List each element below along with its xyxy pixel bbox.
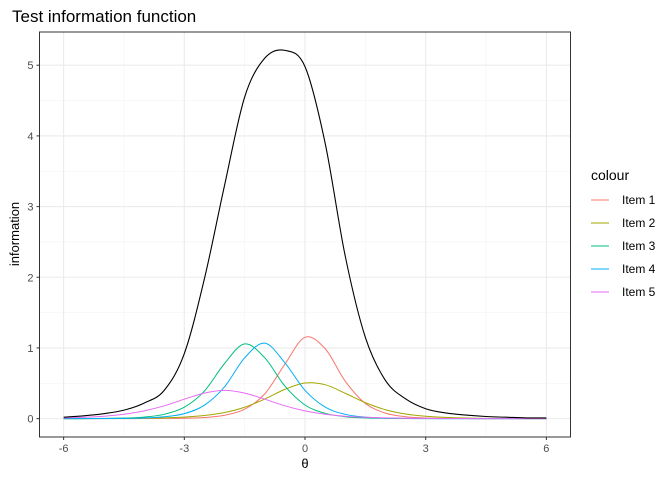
x-tick-label: 3 — [423, 443, 429, 455]
y-axis-label: information — [7, 202, 22, 266]
chart-title: Test information function — [12, 7, 196, 26]
x-axis-label: θ — [301, 456, 308, 471]
y-tick-label: 1 — [27, 343, 33, 355]
y-tick-label: 4 — [27, 131, 33, 143]
axis-ticks: -6 -3 0 3 6 0 1 2 3 4 5 — [27, 60, 549, 455]
x-tick-label: -3 — [179, 443, 189, 455]
x-tick-label: -6 — [59, 443, 69, 455]
legend-title: colour — [591, 167, 629, 183]
y-tick-label: 2 — [27, 272, 33, 284]
grid — [39, 32, 571, 437]
legend-label-item-3: Item 3 — [622, 239, 656, 253]
test-information-line — [63, 49, 547, 419]
legend-label-item-5: Item 5 — [622, 285, 656, 299]
series-line-item-5 — [63, 389, 547, 420]
y-tick-label: 0 — [27, 414, 33, 426]
x-tick-label: 0 — [302, 443, 308, 455]
x-tick-label: 6 — [543, 443, 549, 455]
legend: colour Item 1 Item 2 Item 3 Item 4 Item 5 — [591, 167, 656, 299]
y-tick-label: 3 — [27, 202, 33, 214]
y-tick-label: 5 — [27, 60, 33, 72]
legend-label-item-1: Item 1 — [622, 193, 656, 207]
legend-label-item-2: Item 2 — [622, 216, 656, 230]
plot-lines — [63, 49, 547, 420]
legend-label-item-4: Item 4 — [622, 262, 656, 276]
